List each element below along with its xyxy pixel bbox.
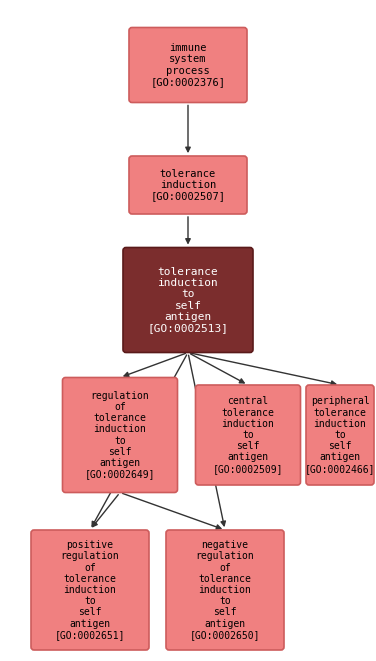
Text: central
tolerance
induction
to
self
antigen
[GO:0002509]: central tolerance induction to self anti… — [213, 397, 283, 473]
FancyBboxPatch shape — [166, 530, 284, 650]
Text: positive
regulation
of
tolerance
induction
to
self
antigen
[GO:0002651]: positive regulation of tolerance inducti… — [55, 540, 125, 640]
FancyBboxPatch shape — [196, 385, 300, 485]
FancyBboxPatch shape — [129, 28, 247, 102]
Text: tolerance
induction
to
self
antigen
[GO:0002513]: tolerance induction to self antigen [GO:… — [147, 267, 229, 333]
Text: negative
regulation
of
tolerance
induction
to
self
antigen
[GO:0002650]: negative regulation of tolerance inducti… — [190, 540, 260, 640]
Text: immune
system
process
[GO:0002376]: immune system process [GO:0002376] — [150, 43, 226, 87]
Text: peripheral
tolerance
induction
to
self
antigen
[GO:0002466]: peripheral tolerance induction to self a… — [305, 397, 375, 473]
Text: tolerance
induction
[GO:0002507]: tolerance induction [GO:0002507] — [150, 169, 226, 201]
FancyBboxPatch shape — [62, 377, 177, 492]
FancyBboxPatch shape — [306, 385, 374, 485]
FancyBboxPatch shape — [123, 247, 253, 352]
Text: regulation
of
tolerance
induction
to
self
antigen
[GO:0002649]: regulation of tolerance induction to sel… — [85, 391, 155, 479]
FancyBboxPatch shape — [129, 156, 247, 214]
FancyBboxPatch shape — [31, 530, 149, 650]
